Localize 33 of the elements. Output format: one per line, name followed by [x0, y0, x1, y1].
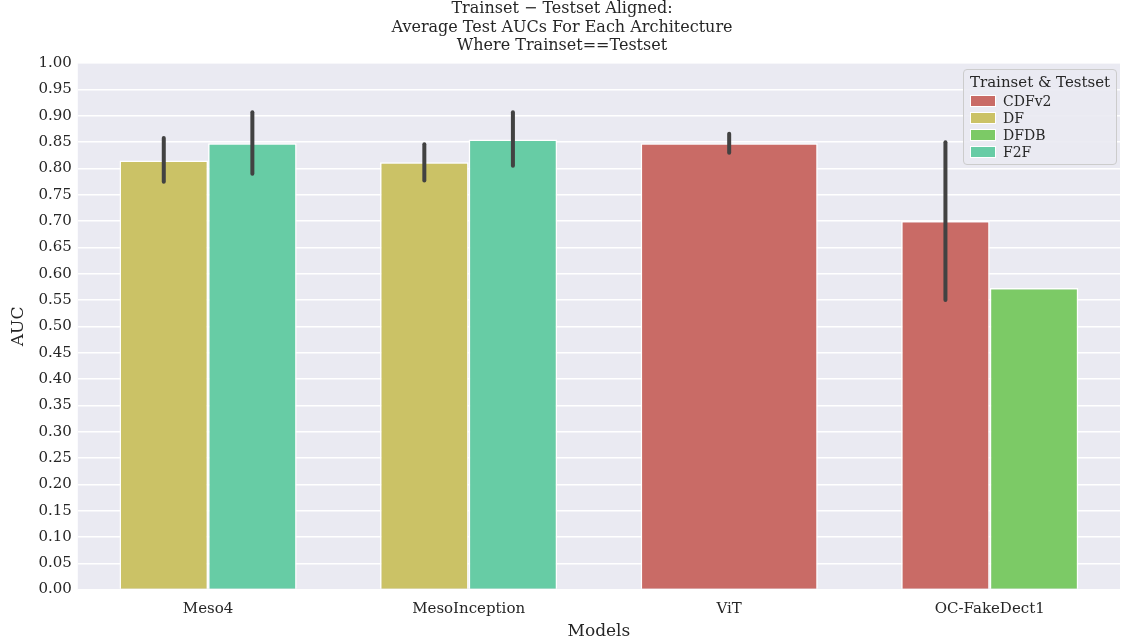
x-tick-label: MesoInception [412, 599, 526, 618]
y-tick-label: 0.15 [38, 500, 72, 519]
legend-label: F2F [1003, 144, 1032, 161]
legend-label: CDFv2 [1003, 93, 1052, 110]
y-tick-label: 0.45 [38, 342, 72, 361]
x-tick-label: ViT [715, 599, 742, 618]
legend-label: DF [1003, 110, 1024, 127]
x-tick-label: Meso4 [182, 599, 234, 618]
y-tick-label: 1.00 [38, 53, 72, 72]
legend-label: DFDB [1003, 127, 1046, 144]
y-tick-label: 0.90 [38, 105, 72, 124]
y-tick-label: 0.20 [38, 474, 72, 493]
y-tick-label: 0.85 [38, 132, 72, 151]
y-tick-label: 0.00 [38, 579, 72, 598]
y-tick-label: 0.60 [38, 263, 72, 282]
legend-title: Trainset & Testset [970, 73, 1111, 92]
y-tick-label: 0.80 [38, 158, 72, 177]
y-tick-label: 0.40 [38, 368, 72, 387]
y-axis-title: AUC [6, 306, 27, 348]
y-tick-label: 0.10 [38, 526, 72, 545]
y-tick-label: 0.50 [38, 316, 72, 335]
y-tick-label: 0.95 [38, 79, 72, 98]
chart-title: Trainset − Testset Aligned: Average Test AUCs For Each Architecture Where Trainset==Testset [390, 0, 733, 55]
y-tick-label: 0.25 [38, 447, 72, 466]
y-tick-label: 0.05 [38, 553, 72, 572]
x-axis-title: Models [567, 620, 631, 641]
y-tick-label: 0.70 [38, 211, 72, 230]
x-tick-label: OC-FakeDect1 [934, 599, 1045, 618]
y-tick-label: 0.30 [38, 421, 72, 440]
y-tick-label: 0.35 [38, 395, 72, 414]
y-tick-label: 0.75 [38, 184, 72, 203]
y-tick-label: 0.65 [38, 237, 72, 256]
y-tick-label: 0.55 [38, 289, 72, 308]
